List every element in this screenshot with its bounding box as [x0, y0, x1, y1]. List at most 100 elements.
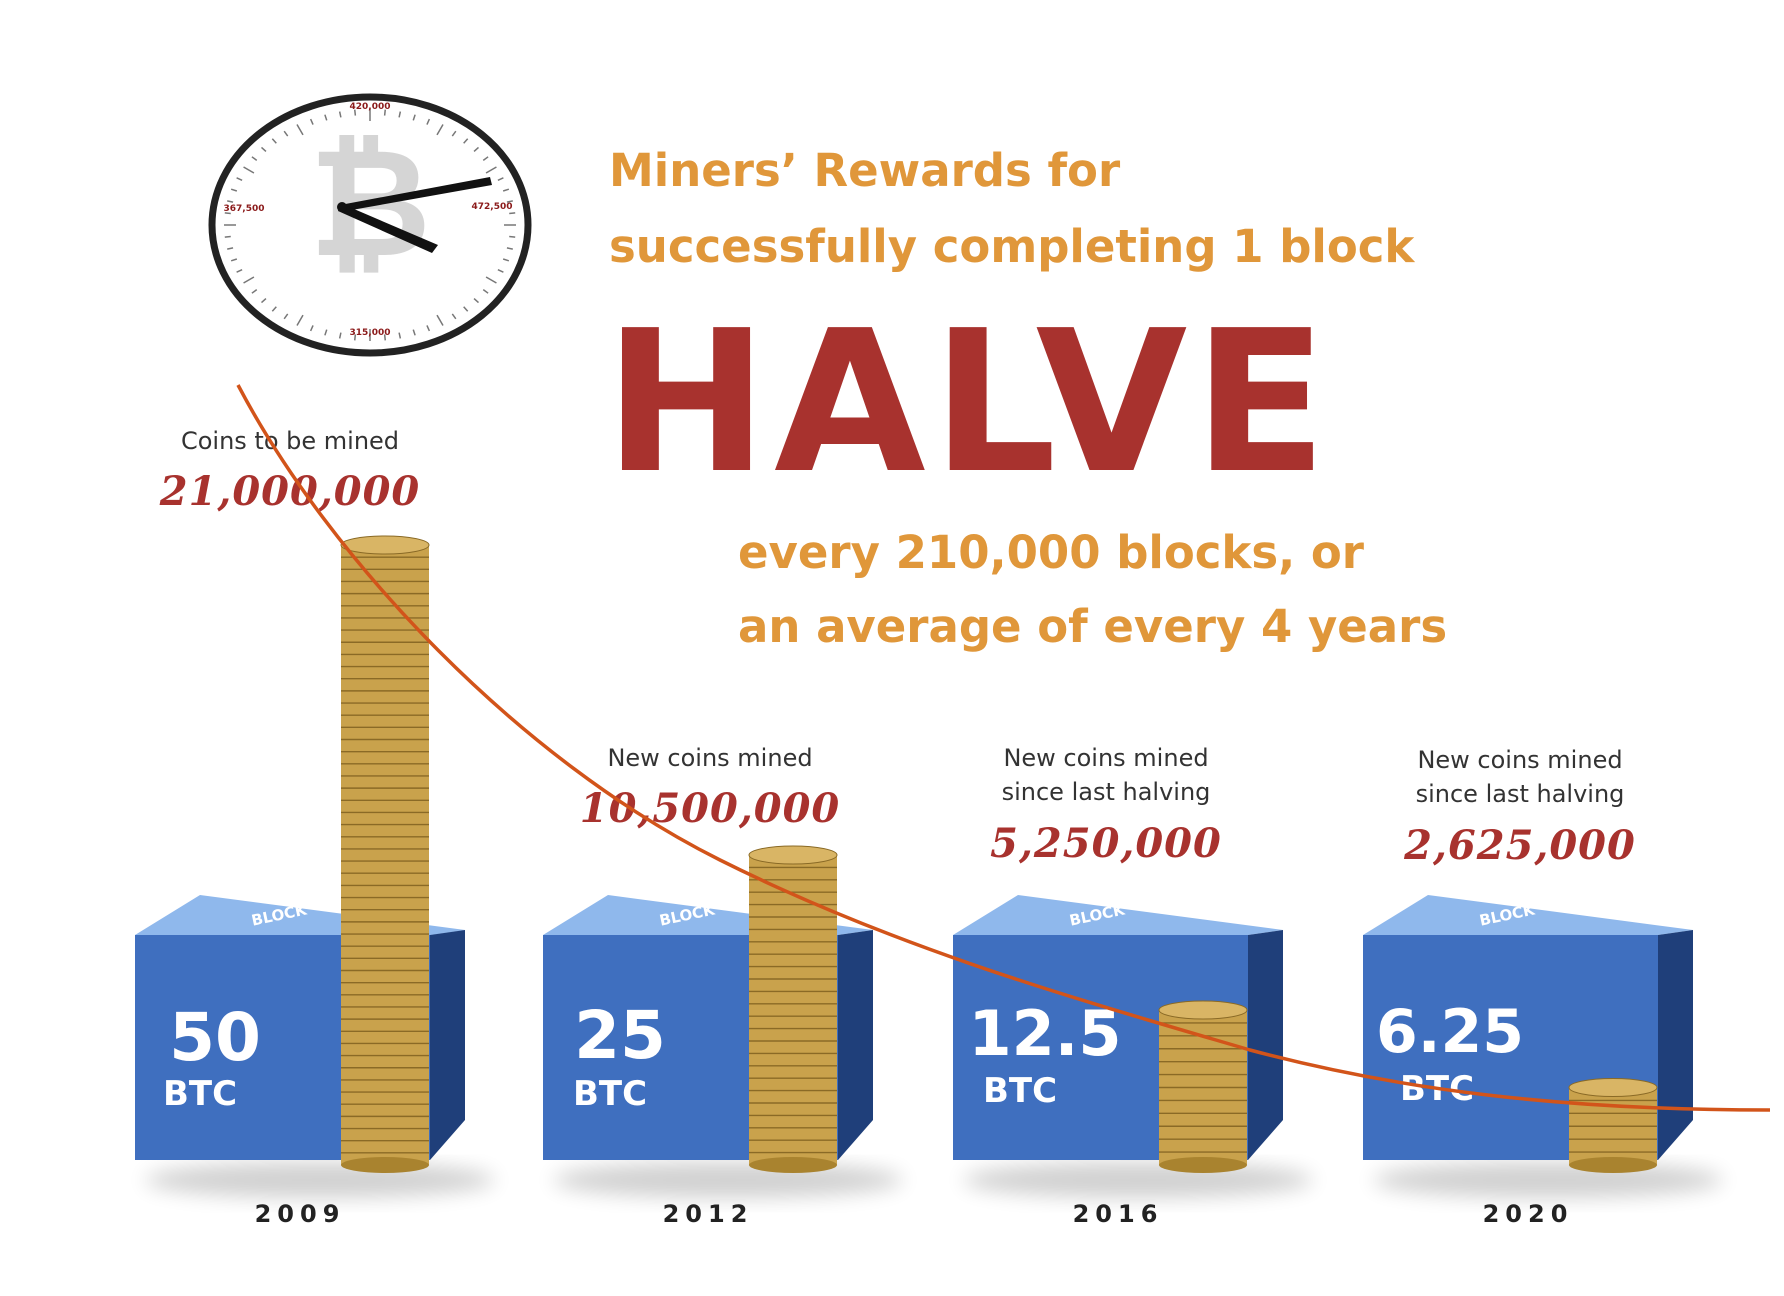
clock-tick [243, 166, 255, 174]
clock-tick [338, 111, 342, 118]
block-2009: BLOCK 50 BTC [135, 895, 495, 1198]
block-2016: BLOCK 12.5 BTC [953, 895, 1313, 1198]
clock-tick [353, 334, 357, 341]
clock-hand-long [340, 177, 492, 211]
clock-tick [451, 313, 457, 320]
clock-tick [338, 332, 342, 339]
clock-tick [296, 314, 304, 326]
clock-tick [497, 177, 504, 181]
caption-2012-line1: New coins mined [607, 744, 813, 772]
clock-tick [451, 130, 457, 137]
clock-icon: ₿ 420,000 367,500 315,000 472,500 [208, 93, 532, 357]
halve-heading: HALVE [604, 289, 1334, 517]
clock-tick [251, 156, 258, 161]
amount-2020: 2,625,000 [1404, 822, 1636, 869]
caption-2009: Coins to be mined [140, 425, 440, 459]
clock-label-top: 420,000 [350, 102, 391, 112]
block-2020: BLOCK 6.25 BTC [1363, 895, 1723, 1198]
clock-tick [260, 298, 267, 304]
clock-tick [426, 325, 431, 332]
year-2009: 2009 [254, 1200, 346, 1228]
clock-tick [482, 156, 489, 161]
clock-tick [236, 269, 243, 273]
clock-tick [260, 146, 267, 152]
caption-2020-line1: New coins mined [1417, 746, 1623, 774]
amount-2009: 21,000,000 [159, 468, 421, 515]
clock-tick [436, 124, 444, 136]
block-2012: BLOCK 25 BTC [543, 895, 903, 1198]
caption-2012: New coins mined [560, 742, 860, 776]
clock-tick [230, 188, 238, 192]
clock-tick [296, 124, 304, 136]
clock-tick [230, 258, 238, 262]
clock-tick [398, 111, 402, 118]
clock-tick [227, 247, 234, 250]
reward-2016: 12.5 [969, 997, 1122, 1070]
clock-tick [224, 212, 231, 215]
clock-tick [283, 130, 289, 137]
clock-tick [506, 200, 513, 203]
clock-tick [412, 114, 416, 121]
clock-tick [509, 235, 516, 238]
clock-tick [473, 298, 480, 304]
clock-tick [485, 166, 497, 174]
clock-tick [309, 118, 314, 125]
caption-2016-line1: New coins mined [1003, 744, 1209, 772]
clock-tick [251, 289, 258, 294]
clock-tick [398, 332, 402, 339]
clock-tick [227, 200, 234, 203]
coin-stack-2020 [1568, 1078, 1658, 1173]
clock-tick [497, 269, 504, 273]
amount-2012: 10,500,000 [579, 785, 841, 832]
unit-2012: BTC [573, 1074, 647, 1114]
clock-tick [224, 235, 231, 238]
clock-tick [271, 306, 277, 312]
clock-tick [283, 313, 289, 320]
clock-label-bottom: 315,000 [350, 328, 391, 338]
clock-tick [485, 276, 497, 284]
clock-tick [353, 109, 357, 116]
coin-stack-2009 [340, 535, 430, 1173]
title-line-2: successfully completing 1 block [609, 220, 1415, 273]
caption-2016: New coins mined since last halving [956, 742, 1256, 809]
clock-tick [502, 188, 510, 192]
clock-tick [506, 247, 513, 250]
reward-2012: 25 [574, 997, 666, 1074]
clock-tick [324, 329, 328, 336]
clock-tick [271, 138, 277, 144]
clock-tick [324, 114, 328, 121]
clock-tick [436, 314, 444, 326]
title-line-1: Miners’ Rewards for [609, 144, 1121, 197]
reward-2009: 50 [169, 999, 261, 1076]
title-line-3: every 210,000 blocks, or [738, 526, 1365, 579]
year-2020: 2020 [1482, 1200, 1574, 1228]
caption-2016-line2: since last halving [1001, 777, 1211, 806]
clock-hand-short [338, 203, 438, 253]
clock-tick [412, 329, 416, 336]
caption-2020-line2: since last halving [1415, 779, 1625, 808]
decay-curve [236, 384, 1771, 1112]
clock-tick [463, 138, 469, 144]
bitcoin-clock: ₿ 420,000 367,500 315,000 472,500 [200, 85, 540, 365]
amount-2016: 5,250,000 [990, 820, 1222, 867]
caption-2020: New coins mined since last halving [1370, 744, 1670, 811]
title-line-4: an average of every 4 years [738, 600, 1448, 653]
clock-tick [426, 118, 431, 125]
clock-tick [482, 289, 489, 294]
clock-label-left: 367,500 [224, 204, 265, 214]
clock-tick [309, 325, 314, 332]
year-2012: 2012 [662, 1200, 754, 1228]
clock-tick [243, 276, 255, 284]
clock-tick [509, 212, 516, 215]
clock-tick [236, 177, 243, 181]
unit-2016: BTC [983, 1071, 1057, 1111]
clock-tick [383, 109, 387, 116]
clock-tick [383, 334, 387, 341]
clock-tick [473, 146, 480, 152]
clock-tick [463, 306, 469, 312]
caption-2009-line1: Coins to be mined [180, 427, 400, 455]
year-2016: 2016 [1072, 1200, 1164, 1228]
unit-2009: BTC [163, 1074, 237, 1114]
clock-label-right: 472,500 [472, 202, 513, 212]
